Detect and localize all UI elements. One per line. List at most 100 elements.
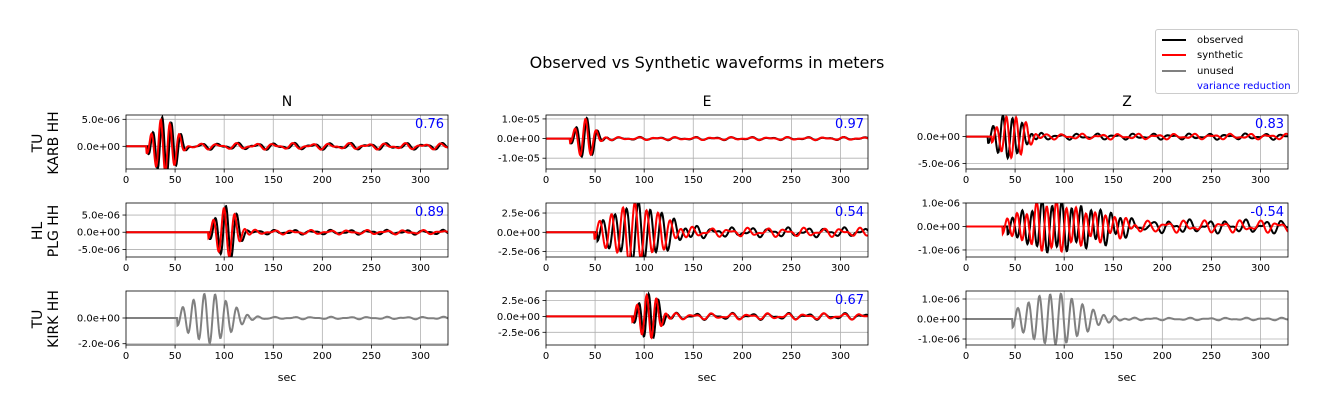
x-tick-label: 200: [1153, 263, 1172, 274]
x-tick-label: 0: [543, 351, 549, 362]
y-tick-label: 1.0e-05: [502, 114, 540, 125]
legend-label-variance-reduction: variance reduction: [1197, 80, 1291, 92]
column-title-z: Z: [1122, 94, 1132, 110]
y-tick-label: 5.0e-06: [82, 115, 120, 126]
x-tick-label: 0: [543, 263, 549, 274]
legend-item-unused: unused: [1162, 64, 1234, 78]
grid: [546, 115, 868, 169]
x-tick-label: 100: [215, 263, 234, 274]
x-tick-label: 50: [589, 263, 602, 274]
x-tick-label: 150: [264, 263, 283, 274]
y-tick-label: 0.0e+00: [77, 142, 120, 153]
x-axis-label-n: sec: [278, 371, 297, 384]
x-tick-label: 0: [963, 263, 969, 274]
y-tick-label: 0.0e+00: [497, 134, 540, 145]
y-tick-label: 0.0e+00: [77, 314, 120, 325]
x-tick-label: 200: [1153, 175, 1172, 186]
waveform-panel: 0 50 100 150 200 250 300 -5.0e-06 0.0e+00 5.0e-06…: [77, 202, 449, 274]
x-axis-label-z: sec: [1118, 371, 1137, 384]
synthetic-waveform: [126, 117, 448, 169]
grid: [126, 203, 448, 257]
x-tick-label: 0: [123, 175, 129, 186]
row-label-station-2: KIRK HH: [46, 290, 62, 348]
x-tick-label: 300: [831, 351, 850, 362]
y-tick-label: 0.0e+00: [917, 132, 960, 143]
y-tick-label: 1.0e-06: [922, 199, 960, 210]
legend: observed synthetic unused variance reduc…: [1155, 29, 1299, 94]
legend-item-variance-reduction: variance reduction: [1162, 79, 1291, 93]
y-tick-label: 0.0e+00: [917, 315, 960, 326]
y-tick-label: 5.0e-06: [82, 211, 120, 222]
waveform-panel: 0 50 100 150 200 250 300 -5.0e-06 0.0e+00 0.83: [917, 114, 1289, 186]
x-tick-label: 100: [635, 175, 654, 186]
legend-label-synthetic: synthetic: [1197, 49, 1244, 61]
x-tick-label: 0: [963, 175, 969, 186]
waveform-panel: 0 50 100 150 200 250 300 -2.5e-06 0.0e+00 2.5e-06…: [497, 202, 869, 274]
synthetic-waveform: [546, 203, 868, 257]
synthetic-waveform: [546, 292, 868, 340]
x-tick-label: 50: [589, 351, 602, 362]
x-tick-label: 250: [1202, 263, 1221, 274]
x-tick-label: 50: [169, 263, 182, 274]
synthetic-waveform: [966, 203, 1288, 254]
axes-frame: [965, 114, 1289, 170]
row-label-station-0: KARB HH: [46, 111, 62, 174]
y-tick-label: 0.0e+00: [497, 228, 540, 239]
y-tick-label: -2.0e-06: [78, 339, 120, 350]
y-tick-label: 2.5e-06: [502, 296, 540, 307]
x-tick-label: 250: [782, 351, 801, 362]
x-tick-label: 200: [313, 263, 332, 274]
grid: [546, 203, 868, 257]
variance-reduction-value: 0.54: [835, 205, 864, 220]
x-tick-label: 250: [362, 263, 381, 274]
x-tick-label: 100: [1055, 263, 1074, 274]
waveform-panel: 0 50 100 150 200 250 300 -1.0e-06 0.0e+00 1.0e-06: [917, 290, 1289, 362]
waveform-panel: 0 50 100 150 200 250 300 -1.0e-05 0.0e+00 1.0e-05…: [497, 114, 869, 186]
x-tick-label: 300: [831, 175, 850, 186]
x-tick-label: 150: [684, 175, 703, 186]
axes-frame: [125, 202, 449, 258]
x-tick-label: 300: [1251, 263, 1270, 274]
x-tick-label: 0: [123, 351, 129, 362]
x-tick-label: 300: [411, 263, 430, 274]
x-tick-label: 250: [1202, 175, 1221, 186]
y-tick-label: -5.0e-06: [918, 159, 960, 170]
y-tick-label: -5.0e-06: [78, 245, 120, 256]
legend-item-synthetic: synthetic: [1162, 48, 1243, 62]
x-tick-label: 50: [1009, 175, 1022, 186]
column-titles: N E Z: [282, 94, 1132, 110]
waveform-panel: 0 50 100 150 200 250 300 -2.0e-06 0.0e+00: [77, 290, 449, 362]
variance-reduction-value: 0.67: [835, 293, 864, 308]
x-tick-label: 100: [1055, 175, 1074, 186]
x-tick-label: 250: [362, 175, 381, 186]
x-tick-label: 250: [1202, 351, 1221, 362]
x-tick-label: 100: [215, 175, 234, 186]
y-tick-label: 2.5e-06: [502, 209, 540, 220]
x-tick-label: 150: [264, 175, 283, 186]
legend-label-unused: unused: [1197, 65, 1234, 77]
x-tick-label: 200: [733, 263, 752, 274]
x-tick-label: 0: [543, 175, 549, 186]
row-labels: TU KARB HH HL PLG HH TU KIRK HH: [30, 111, 62, 348]
waveform-panels: 0 50 100 150 200 250 300 0.0e+00 5.0e-06 0.76 0 50 1…: [77, 114, 1289, 362]
x-axis-labels: sec sec sec: [278, 371, 1137, 384]
x-tick-label: 200: [733, 175, 752, 186]
row-label-station-1: PLG HH: [46, 205, 62, 258]
x-tick-label: 200: [313, 351, 332, 362]
y-tick-label: -2.5e-06: [498, 247, 540, 258]
variance-reduction-value: 0.97: [835, 117, 864, 132]
y-tick-label: 0.0e+00: [497, 312, 540, 323]
x-tick-label: 250: [362, 351, 381, 362]
row-label-network-1: HL: [30, 222, 46, 241]
axes-frame: [545, 202, 869, 258]
y-tick-label: -2.5e-06: [498, 328, 540, 339]
legend-label-observed: observed: [1197, 34, 1244, 46]
y-tick-label: 0.0e+00: [917, 222, 960, 233]
unused-waveform: [126, 292, 448, 345]
x-tick-label: 100: [635, 351, 654, 362]
synthetic-waveform: [546, 117, 868, 157]
legend-swatch-synthetic: [1162, 54, 1186, 56]
x-tick-label: 200: [313, 175, 332, 186]
